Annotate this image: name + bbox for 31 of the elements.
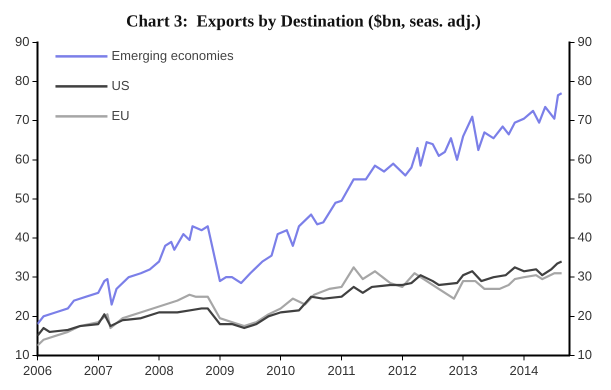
y-tick-label: 50 <box>14 190 30 206</box>
legend-label: EU <box>111 108 130 123</box>
y2-tick-label: 50 <box>578 190 592 206</box>
y-tick-label: 20 <box>14 308 30 323</box>
x-tick-label: 2008 <box>144 362 174 378</box>
y-tick-label: 10 <box>14 346 30 362</box>
y2-tick-label: 10 <box>578 346 592 362</box>
x-tick-label: 2009 <box>205 362 234 378</box>
y-tick-label: 60 <box>14 151 30 166</box>
x-tick-label: 2014 <box>509 362 538 378</box>
x-tick-label: 2007 <box>84 362 113 378</box>
y2-tick-label: 90 <box>578 34 592 49</box>
x-tick-label: 2012 <box>388 362 417 378</box>
y-tick-label: 30 <box>14 268 30 284</box>
x-tick-label: 2011 <box>328 362 356 378</box>
legend-label: Emerging economies <box>111 48 234 63</box>
x-tick-label: 2006 <box>23 362 52 378</box>
y2-tick-label: 70 <box>578 112 592 128</box>
y2-tick-label: 30 <box>578 268 592 284</box>
y2-tick-label: 80 <box>578 73 592 88</box>
chart-title: Chart 3: Exports by Destination ($bn, seas. adj.) <box>126 12 481 31</box>
y-tick-label: 40 <box>14 230 30 245</box>
y-tick-label: 90 <box>14 34 30 49</box>
y-tick-label: 70 <box>14 112 30 128</box>
y2-tick-label: 20 <box>578 308 592 323</box>
y2-tick-label: 40 <box>578 230 592 245</box>
x-tick-label: 2013 <box>448 362 478 378</box>
x-tick-label: 2010 <box>266 362 296 378</box>
legend-label: US <box>111 78 130 93</box>
y2-tick-label: 60 <box>578 151 592 166</box>
y-tick-label: 80 <box>14 73 30 88</box>
